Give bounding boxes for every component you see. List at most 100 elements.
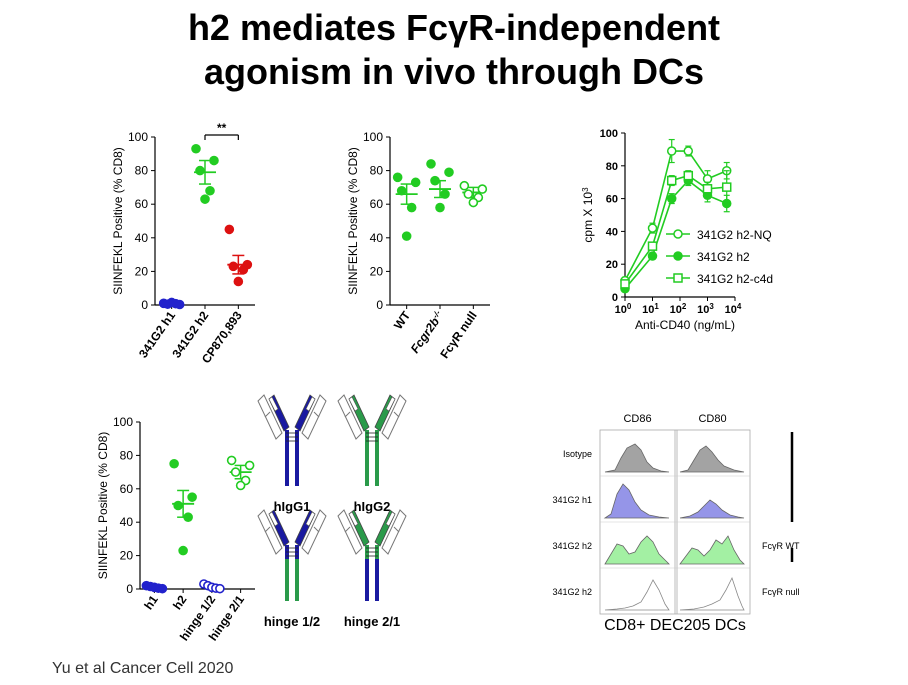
data-point — [440, 189, 450, 199]
data-point — [233, 276, 244, 287]
x-tick-label-superscript: 4 — [737, 302, 742, 311]
fc-left — [285, 559, 289, 601]
x-tick-label: h2 — [170, 592, 190, 612]
flow-row-label: 341G2 h2 — [552, 587, 592, 597]
data-point — [238, 264, 249, 275]
data-point — [215, 583, 225, 594]
y-tick-label: 0 — [612, 292, 618, 304]
data-point — [230, 467, 241, 477]
flow-side-label: FcγR WT — [762, 541, 800, 551]
antibody-label: hinge 1/2 — [264, 614, 320, 629]
flow-histogram-panel: CD86 CD80 Isotype 341G2 h1 341G2 h2 FcγR WT 34… — [552, 413, 800, 634]
flow-row-label: 341G2 h1 — [552, 495, 592, 505]
x-axis-label: Anti-CD40 (ng/mL) — [635, 318, 735, 332]
y-tick-label: 0 — [376, 298, 383, 312]
y-axis-label: SIINFEKL Positive (% CD8) — [96, 432, 110, 580]
data-point — [477, 184, 488, 194]
variable-domain — [348, 396, 359, 412]
y-tick-label: 40 — [370, 231, 384, 245]
y-tick-label: 60 — [606, 194, 618, 206]
significance-label: ** — [217, 121, 227, 135]
data-point — [463, 189, 474, 199]
data-point — [235, 480, 246, 491]
y-tick-label: 40 — [135, 231, 149, 245]
histogram-cd86 — [604, 443, 670, 473]
data-point — [468, 197, 479, 208]
flow-caption: CD8+ DEC205 DCs — [604, 617, 746, 634]
data-point — [191, 143, 201, 154]
y-tick-label: 100 — [363, 130, 383, 144]
x-tick-label: 102 — [670, 302, 687, 317]
y-tick-label: 20 — [370, 264, 384, 278]
histogram-cd80 — [679, 535, 745, 565]
y-tick-label: 100 — [600, 128, 618, 140]
y-axis-label: SIINFEKL Positive (% CD8) — [111, 147, 125, 295]
fc-left — [285, 444, 289, 486]
fc-right — [375, 559, 379, 601]
y-tick-label: 80 — [606, 161, 618, 173]
data-point — [173, 500, 183, 511]
data-point — [647, 223, 658, 233]
histogram-cd86 — [604, 579, 670, 611]
fc-right — [295, 559, 299, 601]
data-point — [459, 180, 470, 191]
legend-marker — [673, 251, 683, 261]
data-point — [666, 146, 677, 156]
legend-label: 341G2 h2-NQ — [697, 228, 772, 242]
light-chain — [381, 394, 407, 440]
light-chain — [257, 509, 283, 555]
data-point — [406, 202, 417, 213]
data-point — [224, 224, 235, 235]
data-point — [209, 155, 219, 166]
x-tick-label: 100 — [615, 302, 632, 317]
light-chain — [257, 394, 283, 440]
histogram-cd80 — [679, 499, 745, 519]
antibody-higg1 — [257, 394, 327, 486]
data-point — [430, 175, 440, 186]
data-point — [721, 182, 732, 192]
data-point — [183, 512, 193, 522]
fc-right — [375, 444, 379, 486]
x-tick-label: 101 — [642, 302, 659, 317]
histogram-cd80 — [679, 445, 745, 473]
light-chain — [337, 509, 363, 555]
flow-column-header: CD80 — [698, 413, 726, 425]
data-point — [228, 261, 239, 272]
y-tick-label: 100 — [128, 130, 148, 144]
data-point — [187, 492, 197, 502]
legend-label: 341G2 h2 — [697, 250, 750, 264]
x-tick-label: 103 — [697, 302, 714, 317]
data-point — [195, 165, 205, 176]
x-tick-label-superscript: 0 — [627, 302, 632, 311]
data-point — [683, 170, 694, 181]
data-point — [444, 167, 454, 178]
light-chain — [381, 509, 407, 555]
variable-domain — [348, 511, 359, 527]
y-axis-label: cpm X 103 — [581, 187, 596, 243]
antibody-label: hIgG1 — [274, 499, 311, 514]
data-point — [666, 193, 677, 204]
y-tick-label: 40 — [120, 515, 134, 529]
slide-title: h2 mediates FcγR-independent agonism in … — [0, 6, 908, 94]
data-point — [426, 159, 436, 169]
histogram-cd80 — [679, 576, 745, 611]
y-tick-label: 20 — [135, 264, 149, 278]
data-point — [702, 184, 713, 194]
variable-domain — [385, 511, 396, 527]
legend-marker — [673, 229, 683, 239]
x-tick-label: WT — [391, 308, 414, 332]
variable-domain — [268, 511, 279, 527]
slide-title-line2: agonism in vivo through DCs — [203, 51, 705, 92]
fc-left — [365, 559, 369, 601]
y-tick-label: 40 — [606, 226, 618, 238]
y-tick-label: 0 — [141, 298, 148, 312]
variable-domain — [268, 396, 279, 412]
flow-row-label: 341G2 h2 — [552, 541, 592, 551]
data-point — [169, 458, 179, 469]
domain-divider — [313, 411, 320, 418]
flow-column-header: CD86 — [623, 413, 651, 425]
